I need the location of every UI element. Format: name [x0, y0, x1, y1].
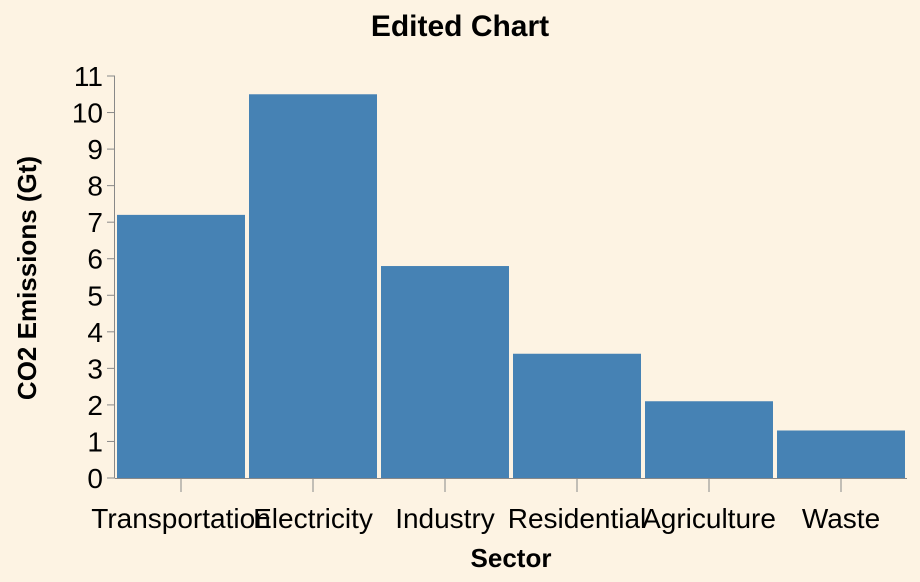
y-tick-label: 8 [87, 171, 103, 202]
x-tick-label-electricity: Electricity [253, 503, 373, 534]
bar-agriculture [645, 401, 773, 478]
y-tick-label: 9 [87, 134, 103, 165]
bar-residential [513, 353, 641, 478]
y-tick-label: 3 [87, 353, 103, 384]
y-tick-label: 5 [87, 280, 103, 311]
x-tick-label-agriculture: Agriculture [642, 503, 776, 534]
x-tick-label-residential: Residential [508, 503, 647, 534]
y-tick-label: 11 [74, 61, 103, 92]
chart-title: Edited Chart [371, 10, 549, 43]
bar-industry [381, 266, 509, 478]
x-tick-label-waste: Waste [802, 503, 880, 534]
x-tick-label-industry: Industry [395, 503, 495, 534]
x-axis-title: Sector [471, 543, 552, 573]
y-tick-label: 4 [87, 317, 103, 348]
bar-waste [777, 430, 905, 478]
bar-electricity [249, 94, 377, 478]
bars-group [117, 94, 905, 478]
x-tick-label-transportation: Transportation [91, 503, 271, 534]
y-tick-label: 10 [72, 98, 103, 129]
y-tick-label: 2 [87, 390, 103, 421]
y-axis: 0 1 2 3 4 5 6 7 8 9 10 11 [72, 61, 115, 494]
bar-transportation [117, 214, 245, 478]
y-tick-label: 1 [87, 426, 103, 457]
y-tick-label: 6 [87, 244, 103, 275]
y-tick-label: 7 [87, 207, 103, 238]
y-axis-title: CO2 Emissions (Gt) [12, 156, 42, 400]
y-tick-label: 0 [87, 463, 103, 494]
